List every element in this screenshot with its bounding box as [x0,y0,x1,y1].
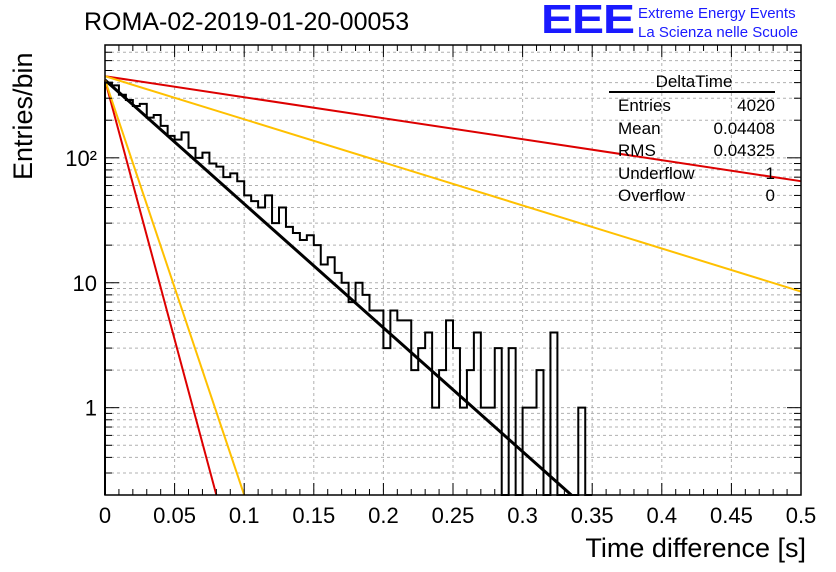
x-tick-label: 0 [99,503,111,528]
stats-value: 4020 [737,96,775,115]
x-tick-label: 0.5 [786,503,817,528]
stats-row-rms: RMS 0.04325 [613,140,775,163]
y-tick-label: 10² [65,146,97,171]
stats-value: 1 [765,163,775,183]
stats-row-underflow: Underflow 1 [613,163,775,186]
stats-row-entries: Entries 4020 [613,95,775,118]
stats-box: DeltaTime Entries 4020 Mean 0.04408 RMS … [609,72,775,208]
fit-line [104,75,802,183]
fit-line [104,79,218,496]
x-tick-label: 0.1 [229,503,260,528]
stats-title-rule [609,91,775,93]
stats-value: 0 [765,186,775,205]
histogram-steps [104,81,593,496]
axes [104,44,802,496]
chart-title: ROMA-02-2019-01-20-00053 [84,8,410,36]
eee-logo: EEE [541,0,635,43]
stats-label: RMS [618,141,656,160]
grid-lines [105,45,801,495]
fit-line [104,79,246,496]
x-tick-label: 0.05 [153,503,196,528]
logo-caption: Extreme Energy Events La Scienza nelle S… [638,4,798,42]
stats-title: DeltaTime [655,72,733,91]
fit-line [104,78,573,497]
stats-label: Mean [618,118,661,138]
x-tick-label: 0.25 [432,503,475,528]
x-tick-label: 0.4 [647,503,678,528]
x-tick-label: 0.2 [368,503,399,528]
x-tick-label: 0.35 [571,503,614,528]
logo-caption-line1: Extreme Energy Events [638,5,796,22]
y-tick-label: 1 [85,396,97,421]
logo-caption-line2: La Scienza nelle Scuole [638,24,799,41]
stats-row-mean: Mean 0.04408 [613,118,775,141]
stats-label: Underflow [618,163,695,183]
stats-value: 0.04325 [713,141,775,160]
y-axis-label: Entries/bin [8,52,38,180]
y-tick-label: 10 [73,271,97,296]
y-tick-labels: 1 10 10² [65,146,97,421]
fit-line [104,75,802,293]
stats-label: Overflow [618,186,686,205]
x-tick-label: 0.3 [507,503,538,528]
fit-lines [104,75,802,497]
stats-value: 0.04408 [713,118,775,138]
x-tick-label: 0.15 [292,503,335,528]
x-axis-label: Time difference [s] [585,533,806,563]
stats-label: Entries [618,96,671,115]
x-tick-labels: 0 0.05 0.1 0.15 0.2 0.25 0.3 0.35 0.4 0.45 0.5 [99,503,816,528]
stats-row-overflow: Overflow 0 [613,185,775,208]
x-tick-label: 0.45 [710,503,753,528]
